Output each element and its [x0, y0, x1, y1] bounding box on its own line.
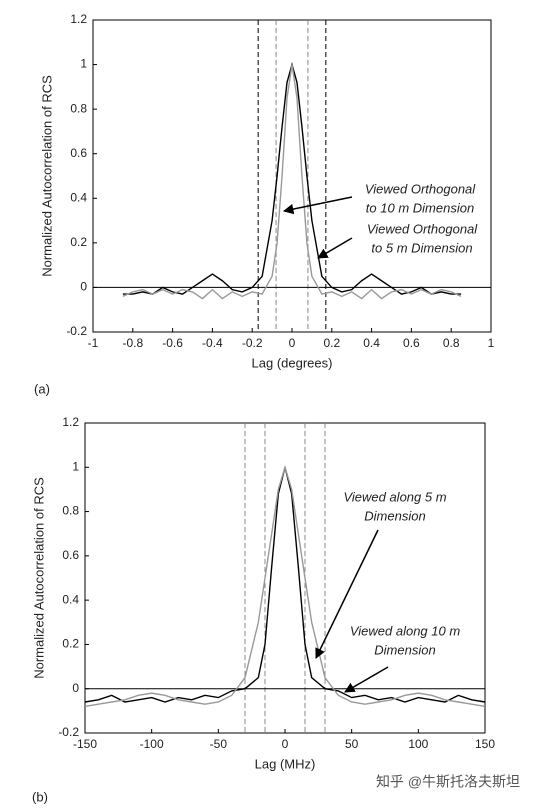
x-axis-label: Lag (MHz)	[255, 756, 316, 771]
x-tick-label: 0.2	[323, 336, 340, 350]
y-tick-label: 0.4	[62, 592, 79, 606]
annotation-text: to 10 m Dimension	[366, 200, 474, 215]
annotation-arrow	[282, 196, 353, 215]
panel-label: (b)	[32, 789, 48, 804]
x-tick-label: -0.2	[242, 336, 263, 350]
x-tick-label: 100	[408, 737, 428, 751]
y-tick-label: 0.6	[62, 548, 79, 562]
x-tick-label: -100	[140, 737, 164, 751]
x-tick-label: 50	[345, 737, 359, 751]
y-tick-label: 1	[72, 459, 79, 473]
y-tick-label: 0.4	[70, 190, 87, 204]
x-tick-label: 1	[488, 336, 495, 350]
panel-label: (a)	[34, 381, 50, 396]
y-tick-label: 1	[80, 57, 87, 71]
y-tick-label: 0.2	[70, 235, 87, 249]
x-tick-label: 0.8	[443, 336, 460, 350]
y-tick-label: 0.8	[62, 504, 79, 518]
x-tick-label: -0.8	[122, 336, 143, 350]
x-tick-label: -150	[73, 737, 97, 751]
y-axis-label: Normalized Autocorrelation of RCS	[31, 477, 46, 679]
data-line	[84, 464, 486, 708]
x-tick-label: 0	[282, 737, 289, 751]
annotation-arrow	[344, 666, 389, 693]
x-tick-label: 150	[475, 737, 495, 751]
y-tick-label: 1.2	[62, 415, 79, 429]
annotation-text: Viewed along 10 m	[350, 623, 461, 638]
annotation-text: Viewed Orthogonal	[367, 221, 478, 236]
x-tick-label: 0.6	[403, 336, 420, 350]
x-tick-label: -50	[210, 737, 228, 751]
watermark: 知乎 @牛斯托洛夫斯坦	[376, 774, 520, 790]
x-tick-label: -0.4	[202, 336, 223, 350]
annotation-arrow	[317, 237, 353, 259]
annotation-text: Viewed Orthogonal	[365, 181, 476, 196]
data-line	[122, 64, 462, 300]
x-tick-label: -0.6	[162, 336, 183, 350]
annotation-text: Viewed along 5 m	[343, 489, 446, 504]
y-tick-label: 1.2	[70, 12, 87, 26]
y-tick-label: -0.2	[58, 725, 79, 739]
y-tick-label: 0	[72, 681, 79, 695]
annotation-text: Dimension	[374, 642, 435, 657]
y-tick-label: 0.2	[62, 637, 79, 651]
y-tick-label: 0.6	[70, 146, 87, 160]
x-axis-label: Lag (degrees)	[252, 355, 333, 370]
y-axis-label: Normalized Autocorrelation of RCS	[39, 75, 54, 277]
annotation-arrow	[315, 529, 379, 659]
annotation-text: to 5 m Dimension	[371, 240, 472, 255]
y-tick-label: 0	[80, 280, 87, 294]
x-tick-label: -1	[88, 336, 99, 350]
x-tick-label: 0.4	[363, 336, 380, 350]
annotation-text: Dimension	[364, 508, 425, 523]
y-tick-label: -0.2	[66, 324, 87, 338]
x-tick-label: 0	[289, 336, 296, 350]
y-tick-label: 0.8	[70, 101, 87, 115]
